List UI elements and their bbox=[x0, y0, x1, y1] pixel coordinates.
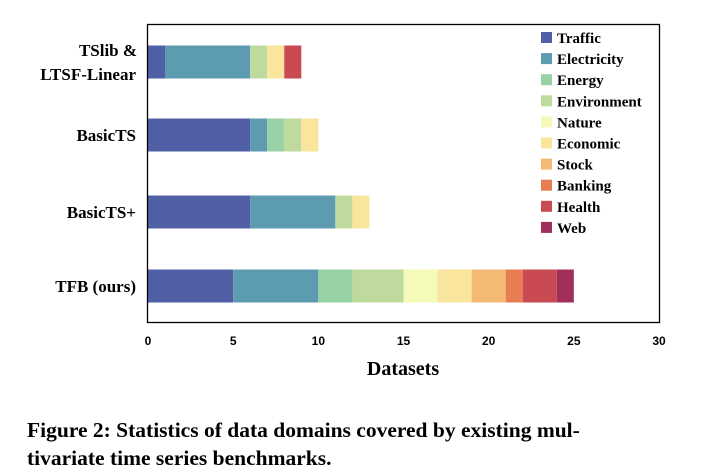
figure-caption: Figure 2: Statistics of data domains cov… bbox=[27, 416, 687, 472]
y-axis-labels: TSlib & LTSF-Linear BasicTS BasicTS+ TFB (ou… bbox=[40, 41, 137, 296]
legend-swatch-web bbox=[541, 221, 552, 233]
legend-label-banking: Banking bbox=[557, 179, 612, 195]
bar-segment-energy-1 bbox=[267, 118, 285, 152]
x-tick-label-20: 20 bbox=[482, 334, 496, 348]
x-tick-label-5: 5 bbox=[230, 334, 237, 348]
bar-segment-environment-1 bbox=[284, 118, 302, 152]
x-tick-label-30: 30 bbox=[652, 334, 666, 348]
legend-label-stock: Stock bbox=[557, 158, 593, 174]
bar-segment-electricity-0 bbox=[165, 45, 251, 79]
bar-segment-economic-0 bbox=[267, 45, 285, 79]
x-axis-ticks: 0 5 10 15 20 25 30 bbox=[145, 334, 666, 348]
bar-segment-traffic-2 bbox=[148, 195, 251, 229]
bar-segment-stock-3 bbox=[471, 269, 506, 303]
y-label-0-line-0: TSlib & bbox=[79, 41, 137, 60]
x-tick-label-15: 15 bbox=[397, 334, 411, 348]
bars-group bbox=[148, 45, 574, 303]
legend-label-health: Health bbox=[557, 200, 601, 216]
legend-swatch-environment bbox=[541, 95, 552, 107]
x-tick-label-10: 10 bbox=[312, 334, 326, 348]
caption-line-1: Figure 2: Statistics of data domains cov… bbox=[27, 418, 580, 442]
stacked-bar-chart: TSlib & LTSF-Linear BasicTS BasicTS+ TFB (ou… bbox=[40, 23, 666, 380]
x-tick-label-25: 25 bbox=[567, 334, 581, 348]
legend-label-electricity: Electricity bbox=[557, 52, 624, 68]
legend-swatch-traffic bbox=[541, 32, 552, 43]
bar-segment-environment-0 bbox=[250, 45, 268, 79]
bar-segment-web-3 bbox=[556, 269, 574, 303]
bar-segment-economic-3 bbox=[437, 269, 472, 303]
bar-segment-electricity-3 bbox=[233, 269, 319, 303]
legend-swatch-electricity bbox=[541, 53, 552, 65]
y-label-1-line-0: BasicTS bbox=[76, 126, 136, 145]
bar-segment-electricity-2 bbox=[250, 195, 336, 229]
legend-label-web: Web bbox=[557, 221, 586, 237]
bar-segment-electricity-1 bbox=[250, 118, 268, 152]
bar-segment-economic-1 bbox=[301, 118, 319, 152]
legend-swatch-energy bbox=[541, 74, 552, 86]
legend: Traffic Electricity Energy Environment Natur… bbox=[541, 31, 642, 237]
y-label-2-line-0: BasicTS+ bbox=[67, 203, 136, 222]
legend-label-environment: Environment bbox=[557, 94, 642, 110]
caption-line-2: tivariate time series benchmarks. bbox=[27, 446, 332, 470]
legend-swatch-health bbox=[541, 200, 552, 212]
x-tick-label-0: 0 bbox=[145, 334, 152, 348]
legend-swatch-nature bbox=[541, 116, 552, 128]
legend-swatch-economic bbox=[541, 137, 552, 149]
y-label-3-line-0: TFB (ours) bbox=[55, 277, 136, 296]
bar-segment-energy-3 bbox=[318, 269, 353, 303]
plot-frame bbox=[146, 23, 661, 324]
legend-label-nature: Nature bbox=[557, 115, 602, 131]
legend-swatch-stock bbox=[541, 158, 552, 170]
bar-segment-environment-2 bbox=[335, 195, 353, 229]
bar-segment-banking-3 bbox=[505, 269, 523, 303]
bar-segment-economic-2 bbox=[352, 195, 370, 229]
bar-segment-traffic-0 bbox=[148, 45, 166, 79]
x-axis-title: Datasets bbox=[367, 358, 439, 380]
y-label-0-line-1: LTSF-Linear bbox=[40, 65, 136, 84]
legend-label-traffic: Traffic bbox=[557, 31, 601, 47]
bar-segment-health-0 bbox=[284, 45, 302, 79]
bar-segment-health-3 bbox=[522, 269, 557, 303]
bar-segment-traffic-3 bbox=[148, 269, 234, 303]
legend-swatch-banking bbox=[541, 179, 552, 191]
bar-segment-nature-3 bbox=[403, 269, 438, 303]
legend-label-energy: Energy bbox=[557, 73, 604, 89]
bar-segment-environment-3 bbox=[352, 269, 404, 303]
legend-label-economic: Economic bbox=[557, 137, 621, 153]
bar-segment-traffic-1 bbox=[148, 118, 251, 152]
